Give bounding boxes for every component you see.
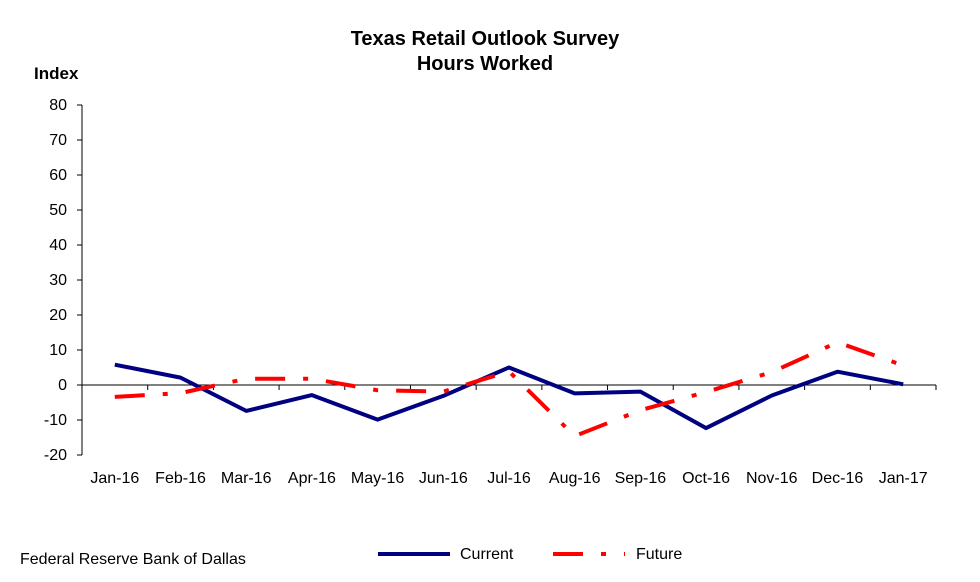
y-tick-label: 50 (49, 202, 67, 219)
axes: -20 -10 0 10 20 30 40 50 60 70 80 Jan-16 Feb-16 Mar-1… (44, 97, 937, 487)
chart-subtitle: Hours Worked (416, 53, 554, 75)
x-tick-label: Oct-16 (682, 470, 730, 487)
y-tick-label: 10 (49, 342, 67, 359)
y-tick-label: 80 (49, 97, 67, 114)
x-tick-label: Jul-16 (487, 470, 531, 487)
legend-label-future: Future (636, 546, 682, 563)
x-tick-label: Jun-16 (419, 470, 468, 487)
x-tick-label: Jan-17 (879, 470, 928, 487)
y-tick-label: 70 (49, 132, 67, 149)
x-tick-label: May-16 (351, 470, 404, 487)
legend: Current Future (378, 546, 682, 563)
y-tick-label: -10 (44, 412, 67, 429)
y-tick-label: 20 (49, 307, 67, 324)
legend-label-current: Current (460, 546, 514, 563)
series-lines (114, 340, 904, 439)
y-tick-label: 30 (49, 272, 67, 289)
x-tick-label: Dec-16 (812, 470, 864, 487)
x-tick-label: Aug-16 (549, 470, 601, 487)
source-note: Federal Reserve Bank of Dallas (20, 551, 246, 568)
y-tick-label: -20 (44, 447, 67, 464)
x-tick-label: Sep-16 (615, 470, 667, 487)
x-tick-label: Mar-16 (221, 470, 272, 487)
x-tick-label: Apr-16 (288, 470, 336, 487)
x-tick-label: Feb-16 (155, 470, 206, 487)
y-tick-label: 40 (49, 237, 67, 254)
y-axis-label: Index (34, 64, 79, 83)
series-line-current (114, 362, 904, 431)
y-tick-label: 60 (49, 167, 67, 184)
chart-title: Texas Retail Outlook Survey (350, 28, 620, 50)
y-tick-label: 0 (58, 377, 67, 394)
x-tick-label: Nov-16 (746, 470, 798, 487)
x-tick-label: Jan-16 (90, 470, 139, 487)
